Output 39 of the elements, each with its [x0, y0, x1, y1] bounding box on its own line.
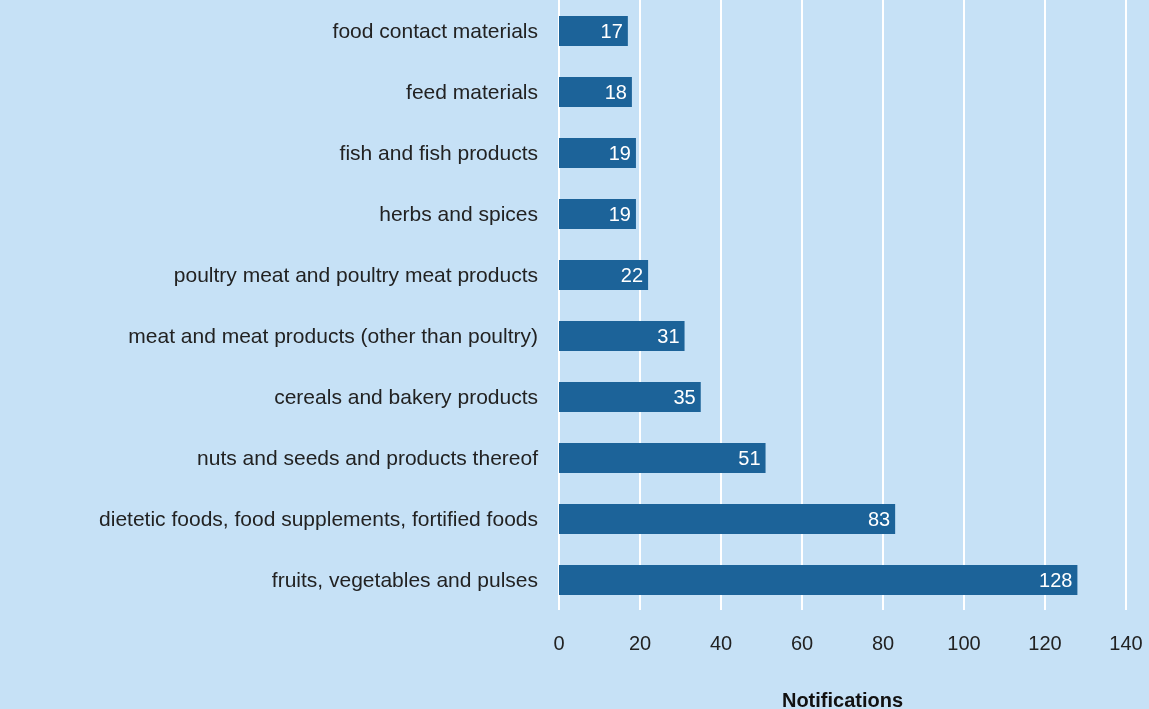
y-tick-label: food contact materials — [332, 18, 538, 42]
y-tick-label: feed materials — [406, 79, 538, 103]
y-tick-label: fruits, vegetables and pulses — [271, 567, 538, 591]
data-label: 19 — [608, 142, 631, 165]
data-label: 35 — [673, 386, 696, 409]
x-tick-label: 0 — [553, 632, 565, 655]
x-tick-label: 20 — [628, 632, 652, 655]
data-label: 17 — [600, 20, 623, 43]
x-tick-label: 100 — [947, 632, 981, 655]
data-label: 22 — [620, 264, 644, 287]
x-tick-label: 120 — [1028, 632, 1062, 655]
bar — [559, 199, 636, 229]
bar — [559, 565, 1078, 595]
bar — [559, 443, 766, 473]
y-tick-label: nuts and seeds and products thereof — [197, 445, 539, 469]
y-tick-label: cereals and bakery products — [274, 384, 538, 408]
y-tick-label: fish and fish products — [339, 140, 538, 164]
data-label: 19 — [608, 203, 631, 226]
data-label: 83 — [867, 508, 891, 531]
bar — [559, 321, 685, 351]
x-axis-title: Notifications — [781, 689, 904, 709]
data-label: 51 — [738, 447, 761, 470]
x-tick-label: 40 — [709, 632, 733, 655]
data-label: 31 — [657, 325, 680, 348]
bar — [559, 16, 628, 46]
y-tick-label: meat and meat products (other than poultry) — [128, 323, 538, 347]
x-tick-label: 60 — [790, 632, 814, 655]
x-tick-label: 140 — [1109, 632, 1143, 655]
bar — [559, 382, 701, 412]
y-tick-label: poultry meat and poultry meat products — [173, 262, 538, 286]
y-tick-label: herbs and spices — [379, 201, 538, 225]
data-label: 18 — [604, 81, 627, 104]
data-label: 128 — [1039, 569, 1073, 592]
x-tick-label: 80 — [871, 632, 895, 655]
y-tick-label: dietetic foods, food supplements, fortified foods — [99, 506, 538, 530]
bar — [559, 504, 896, 534]
bar — [559, 138, 636, 168]
bar — [559, 77, 632, 107]
bar — [559, 260, 649, 290]
